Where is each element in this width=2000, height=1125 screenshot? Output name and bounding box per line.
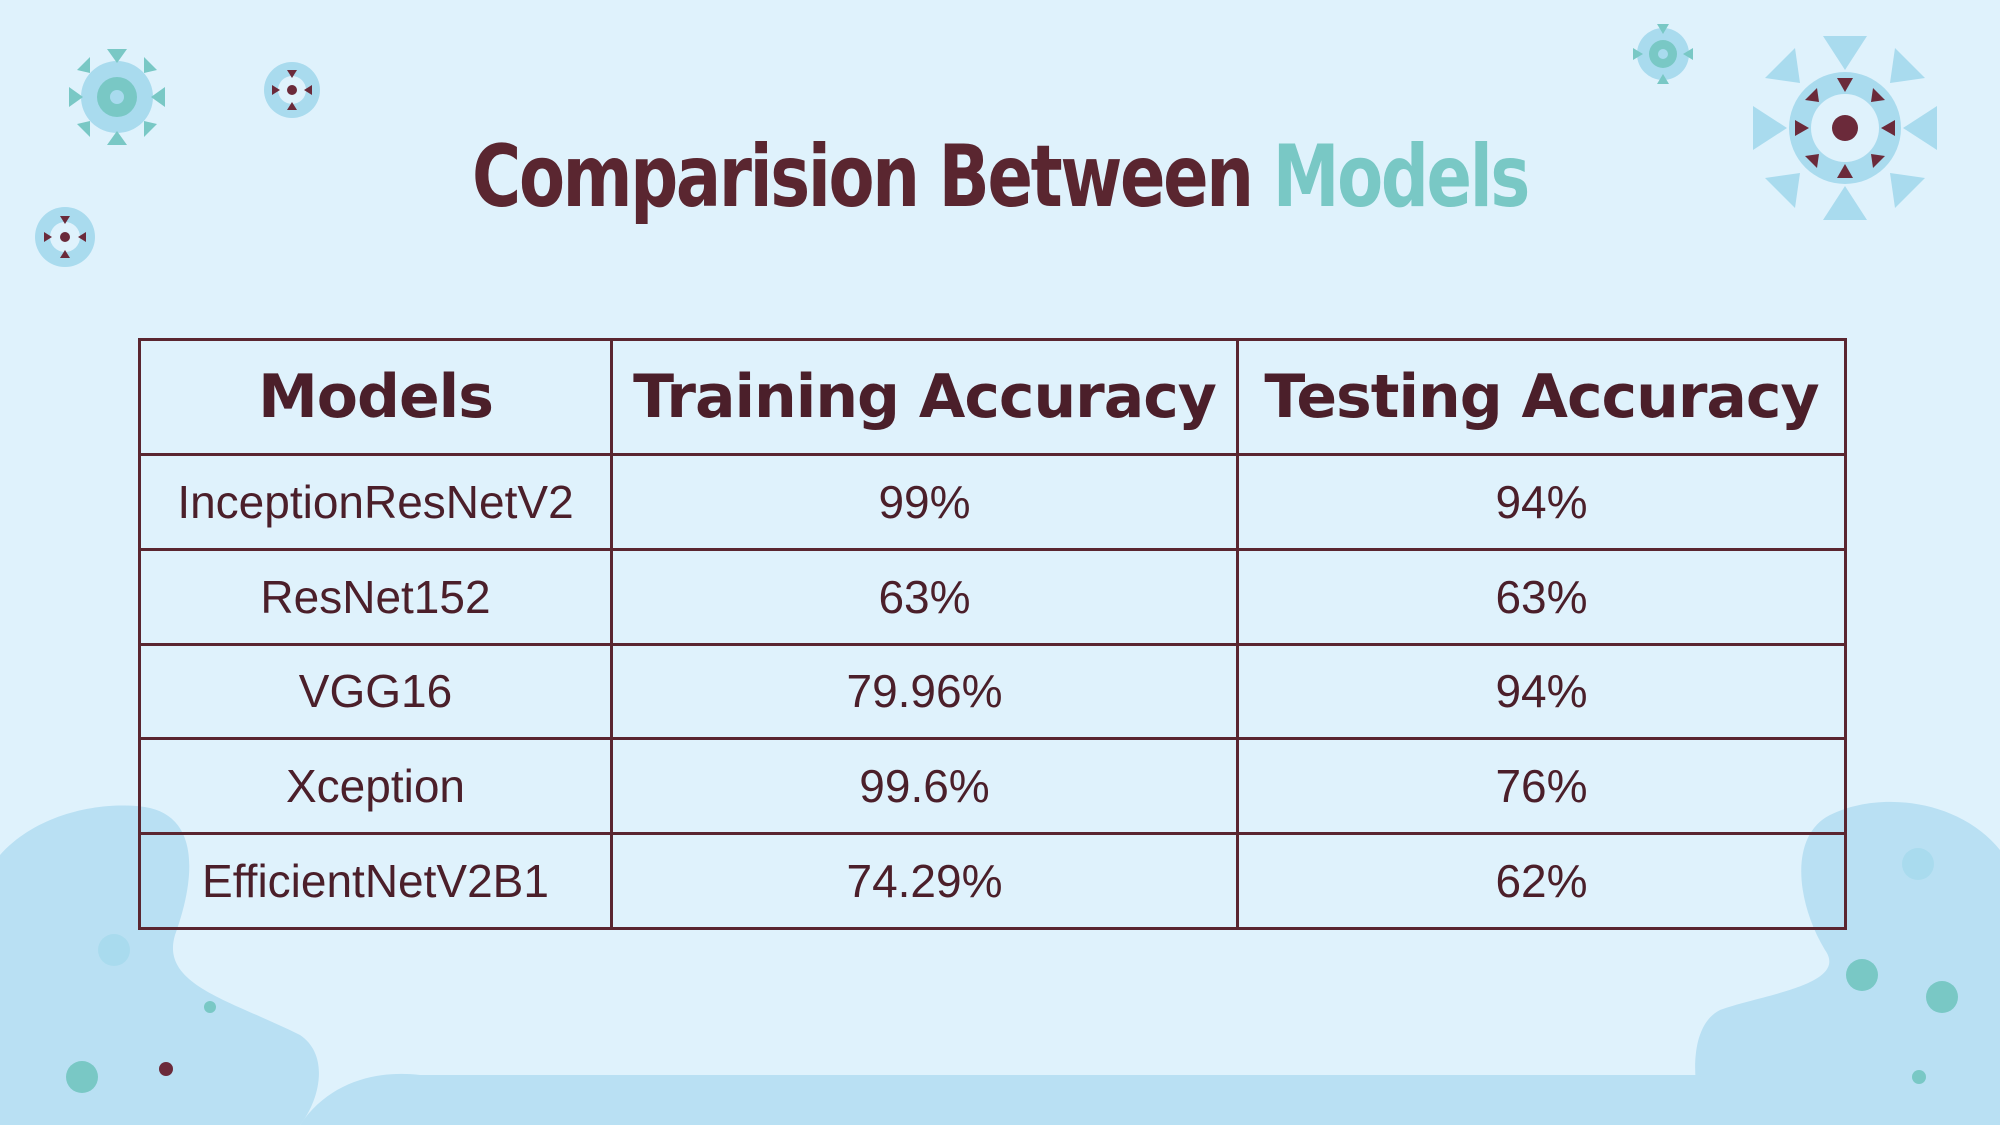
cell-training-accuracy: 63%	[610, 547, 1239, 646]
cell-testing-accuracy: 62%	[1236, 832, 1847, 930]
title-part-2: Models	[1272, 127, 1531, 227]
dot	[1902, 848, 1934, 880]
table-row: InceptionResNetV2 99% 94%	[138, 453, 1847, 551]
dot	[1926, 981, 1958, 1013]
cell-model: ResNet152	[138, 547, 613, 646]
virus-icon	[35, 207, 95, 267]
cell-model: Xception	[138, 737, 613, 836]
cell-testing-accuracy: 76%	[1236, 737, 1847, 836]
column-header-models: Models	[138, 338, 613, 456]
blob-bottom-right	[1695, 801, 2000, 1125]
cell-training-accuracy: 79.96%	[610, 642, 1239, 741]
dot	[159, 1062, 173, 1076]
column-header-testing-accuracy: Testing Accuracy	[1236, 338, 1847, 456]
title-part-1: Comparision Between	[472, 127, 1254, 227]
comparison-table-container: Models Training Accuracy Testing Accurac…	[138, 338, 1847, 930]
cell-training-accuracy: 99.6%	[610, 737, 1239, 836]
blob-bottom-left	[0, 805, 319, 1125]
dot	[1846, 959, 1878, 991]
cell-training-accuracy: 99%	[610, 453, 1239, 551]
virus-icon	[1753, 36, 1937, 220]
table-row: EfficientNetV2B1 74.29% 62%	[138, 832, 1847, 930]
virus-icon	[1633, 24, 1693, 84]
dot	[204, 1001, 216, 1013]
table-header-row: Models Training Accuracy Testing Accurac…	[138, 338, 1847, 456]
cell-model: InceptionResNetV2	[138, 453, 613, 551]
cell-training-accuracy: 74.29%	[610, 832, 1239, 930]
blob-bottom-band	[300, 1073, 1709, 1125]
cell-model: VGG16	[138, 642, 613, 741]
cell-model: EfficientNetV2B1	[138, 832, 613, 930]
dot	[98, 934, 130, 966]
dot	[66, 1061, 98, 1093]
column-header-training-accuracy: Training Accuracy	[610, 338, 1239, 456]
virus-icon	[264, 62, 320, 118]
table-row: VGG16 79.96% 94%	[138, 642, 1847, 741]
table-row: ResNet152 63% 63%	[138, 547, 1847, 646]
dot	[1912, 1070, 1926, 1084]
cell-testing-accuracy: 94%	[1236, 642, 1847, 741]
table-row: Xception 99.6% 76%	[138, 737, 1847, 836]
cell-testing-accuracy: 94%	[1236, 453, 1847, 551]
cell-testing-accuracy: 63%	[1236, 547, 1847, 646]
virus-icon	[69, 49, 165, 145]
comparison-table: Models Training Accuracy Testing Accurac…	[138, 338, 1847, 930]
slide-title: Comparision Between Models	[220, 122, 1780, 232]
